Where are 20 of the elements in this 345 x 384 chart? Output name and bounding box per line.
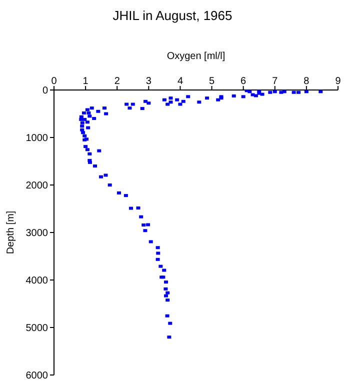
x-tick-label: 2: [114, 76, 120, 87]
x-tick-label: 1: [82, 76, 89, 87]
x-tick-label: 0: [51, 76, 58, 87]
x-tick-label: 5: [208, 76, 215, 87]
y-tick-label: 5000: [26, 323, 48, 334]
x-tick-label: 4: [177, 76, 184, 87]
y-axis-title: Depth [m]: [6, 210, 17, 254]
y-tick-label: 4000: [26, 276, 48, 287]
y-tick-label: 1000: [26, 133, 48, 144]
x-tick-label: 7: [272, 76, 278, 87]
y-tick-label: 3000: [26, 228, 48, 240]
x-tick-label: 3: [146, 76, 152, 87]
y-tick-label: 2000: [26, 180, 48, 192]
chart-title: JHIL in August, 1965: [112, 8, 234, 23]
x-tick-label: 8: [304, 76, 310, 87]
y-tick-label: 0: [42, 86, 48, 97]
x-tick-label: 6: [240, 76, 247, 87]
x-axis-title: Oxygen [ml/l]: [166, 51, 226, 62]
y-tick-label: 6000: [26, 370, 48, 382]
x-tick-label: 9: [335, 76, 342, 87]
